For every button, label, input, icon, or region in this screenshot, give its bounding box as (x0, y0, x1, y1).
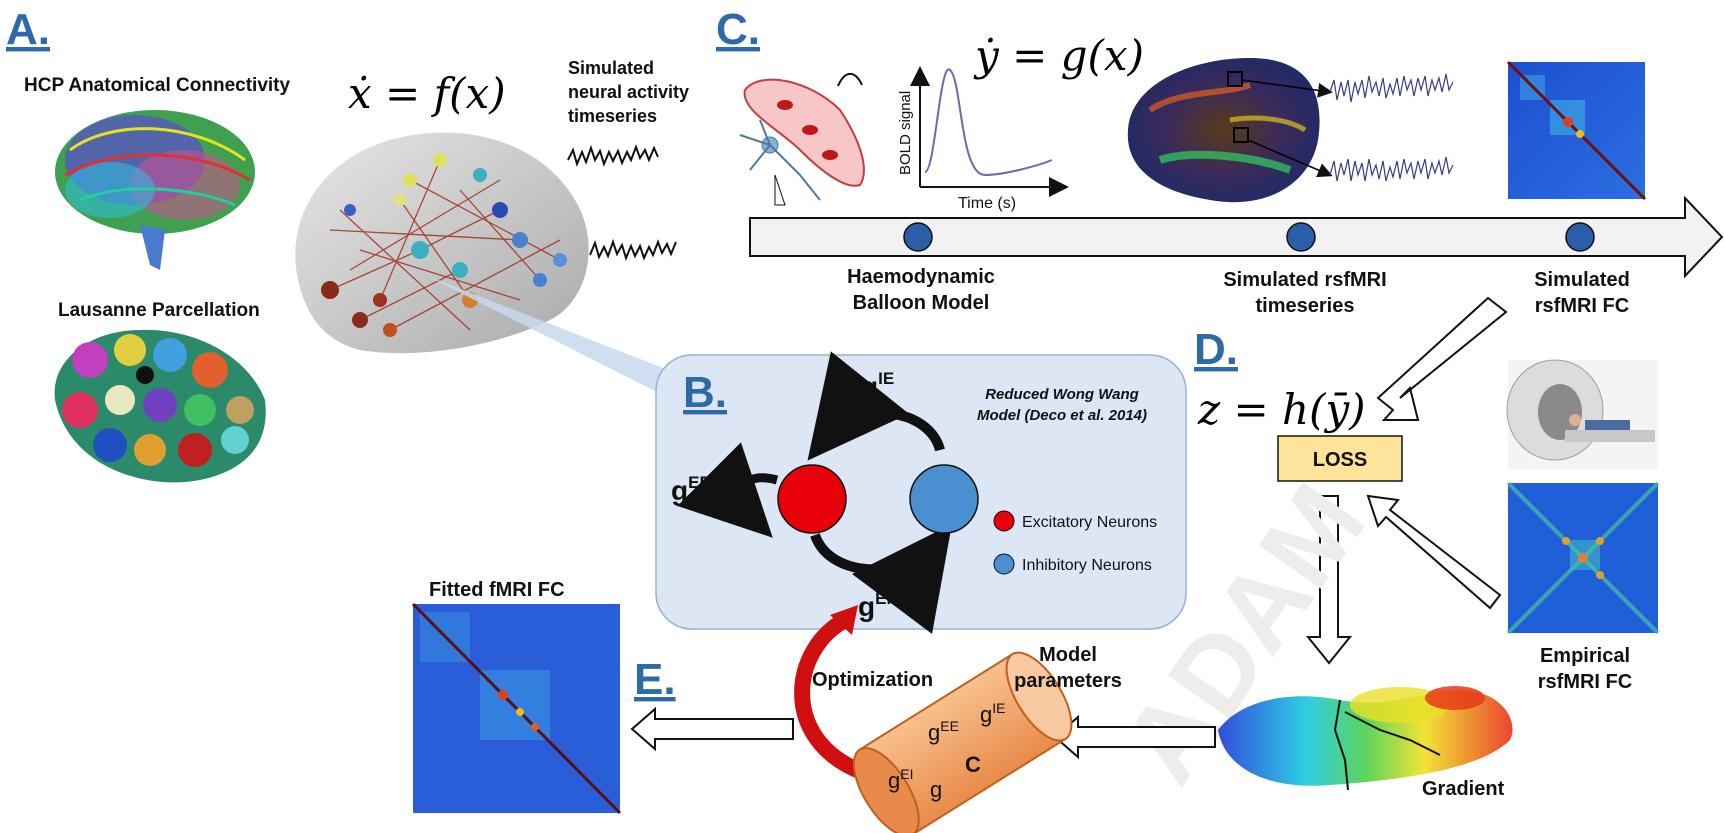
bold-equation: ẏ = g(x) (973, 31, 1144, 80)
simulated-fc-matrix (1506, 60, 1647, 201)
timeseries-label-line2: neural activity (568, 82, 689, 102)
fitted-fc-title: Fitted fMRI FC (429, 579, 565, 601)
neural-equation: ẋ = f(x) (348, 69, 506, 118)
anatomical-connectivity-title: HCP Anatomical Connectivity (24, 75, 290, 96)
gradient-label: Gradient (1422, 778, 1505, 800)
network-brain-image (295, 132, 589, 354)
g-ie-label: gIE (861, 369, 894, 402)
bold-timeseries-1 (1329, 73, 1454, 103)
bold-axis-y-label: BOLD signal (897, 91, 914, 175)
gradient-surface-image (1218, 686, 1513, 791)
timeseries-label-line1: Simulated (568, 58, 654, 78)
model-params-label-line2: parameters (1014, 670, 1122, 692)
empirical-fc-matrix (1506, 481, 1660, 635)
neural-timeseries-1 (567, 144, 659, 168)
g-ee-label: gEE (671, 473, 711, 506)
excitatory-node (777, 464, 847, 534)
loss-box (1277, 435, 1403, 482)
param-c: C (965, 752, 981, 777)
params-to-fitted-arrow (630, 706, 794, 752)
bold-timeseries-2 (1329, 156, 1454, 182)
empirical-to-loss-arrow (1366, 494, 1502, 610)
stage-marker-fc (1565, 222, 1595, 252)
legend-inhibitory-swatch (993, 553, 1015, 575)
model-title-line2: Model (Deco et al. 2014) (977, 407, 1147, 424)
panel-letter-c: C. (716, 5, 760, 54)
stage3-label-line1: Simulated (1534, 269, 1630, 291)
coupling-arrow-ee (677, 442, 779, 538)
stage3-label-line2: rsfMRI FC (1535, 295, 1629, 317)
panel-letter-e: E. (634, 655, 676, 704)
inhibitory-node (909, 464, 979, 534)
loss-equation: z = h(ȳ) (1197, 385, 1366, 434)
callout-wedge (425, 275, 663, 395)
optimization-arrow-head (830, 605, 858, 635)
stage2-label-line1: Simulated rsfMRI (1223, 269, 1386, 291)
tractography-brain-image (55, 110, 255, 270)
legend-inhibitory-label: Inhibitory Neurons (1022, 557, 1152, 574)
gradient-to-params-arrow (1053, 714, 1216, 760)
stage-marker-timeseries (1286, 222, 1316, 252)
coupling-arrow-ie (807, 351, 945, 461)
loss-to-gradient-arrow (1305, 495, 1353, 665)
stage1-label-line2: Balloon Model (853, 292, 990, 314)
fitted-fc-matrix (411, 602, 622, 815)
pipeline-arrow (749, 195, 1724, 279)
fc-to-loss-arrow (1376, 296, 1508, 421)
g-ei-label: gEI (858, 589, 891, 622)
stage1-label-line1: Haemodynamic (847, 266, 995, 288)
empirical-label-line2: rsfMRI FC (1538, 671, 1632, 693)
model-params-label-line1: Model (1039, 644, 1097, 666)
panel-letter-a: A. (6, 5, 50, 54)
parcellation-brain-image (54, 329, 266, 483)
legend-excitatory-label: Excitatory Neurons (1022, 514, 1157, 531)
param-g-ie: gIE (980, 700, 1005, 727)
neural-timeseries-2 (589, 238, 677, 261)
loss-label: LOSS (1313, 449, 1367, 471)
stage2-label-line2: timeseries (1256, 295, 1355, 317)
optimization-arrow (794, 612, 866, 780)
panel-letter-b: B. (683, 368, 727, 417)
model-parameters-cylinder (852, 651, 1073, 833)
bold-response-plot (910, 66, 1069, 197)
optimization-label: Optimization (812, 669, 933, 691)
panel-letter-d: D. (1194, 325, 1238, 374)
coupling-arrow-ei (810, 524, 953, 634)
cortex-image (1127, 58, 1333, 203)
timeseries-label-line3: timeseries (568, 106, 657, 126)
stage-marker-balloon (903, 222, 933, 252)
lausanne-parcellation-title: Lausanne Parcellation (58, 300, 260, 321)
model-title-line1: Reduced Wong Wang (985, 386, 1139, 403)
blood-vessel-neuron-icon (739, 72, 865, 206)
legend-excitatory-swatch (993, 510, 1015, 532)
param-g: g (930, 777, 942, 802)
bold-axis-x-label: Time (s) (958, 195, 1016, 212)
mri-scanner-image (1506, 359, 1658, 470)
empirical-label-line1: Empirical (1540, 645, 1630, 667)
